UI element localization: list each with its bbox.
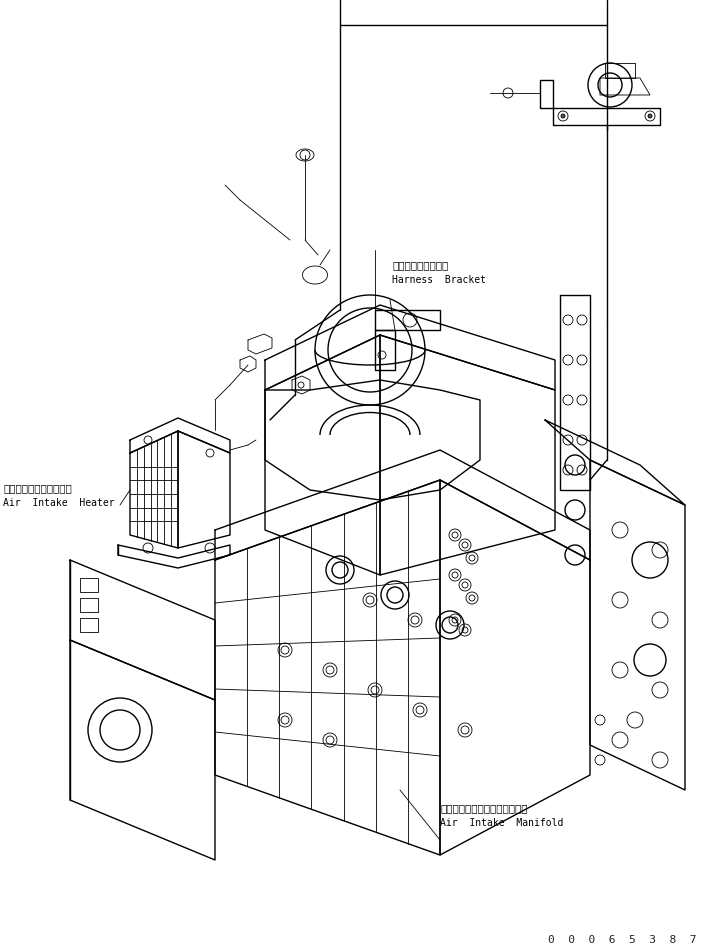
Text: エアーインテークマニホールド: エアーインテークマニホールド (440, 803, 528, 813)
Circle shape (561, 114, 565, 118)
Text: エアーインテークヒータ: エアーインテークヒータ (3, 483, 72, 493)
Circle shape (648, 114, 652, 118)
Bar (80, 618, 98, 632)
Text: Air  Intake  Manifold: Air Intake Manifold (440, 818, 563, 828)
Text: ハーネスブラケット: ハーネスブラケット (392, 260, 448, 270)
Text: Harness  Bracket: Harness Bracket (392, 275, 486, 285)
Text: 0  0  0  6  5  3  8  7: 0 0 0 6 5 3 8 7 (548, 935, 696, 945)
Bar (80, 598, 98, 612)
Bar (80, 578, 98, 592)
Text: Air  Intake  Heater: Air Intake Heater (3, 498, 114, 508)
